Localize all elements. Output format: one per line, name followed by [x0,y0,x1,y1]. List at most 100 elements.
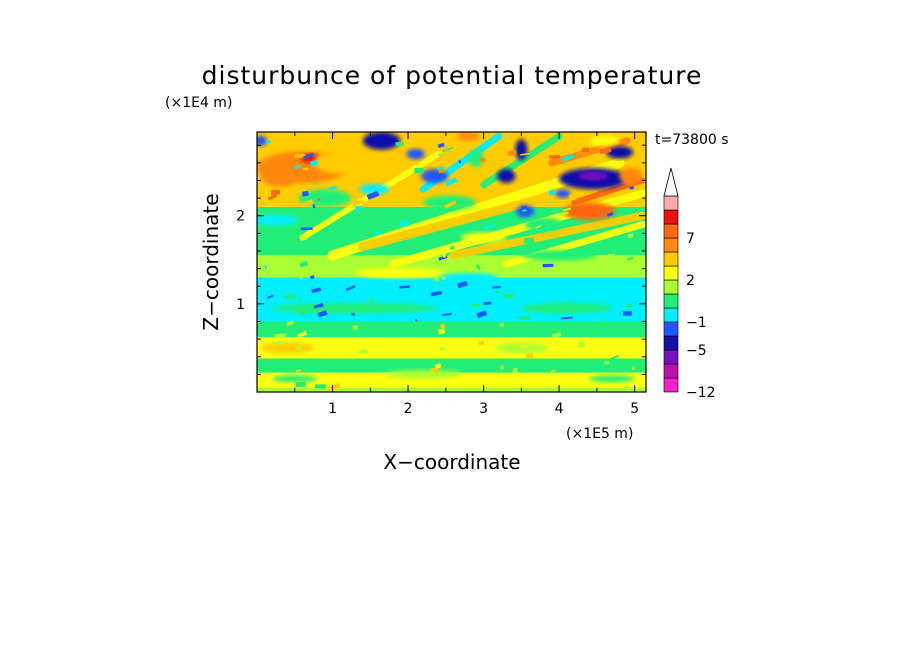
field-speckle-102 [309,307,322,314]
colorbar-swatch-12 [663,209,679,225]
field-speckle-17 [603,320,608,326]
field-cell-6 [562,202,616,221]
field-speckle-40 [312,204,316,209]
field-speckle-117 [441,146,454,153]
field-speckle-124 [444,200,457,209]
field-speckle-13 [546,226,550,230]
field-speckle-132 [542,263,554,268]
field-speckle-93 [608,253,616,256]
field-speckle-62 [307,303,314,308]
field-speckle-44 [368,298,374,305]
field-speckle-105 [399,285,411,289]
field-speckle-127 [302,167,309,171]
field-speckle-90 [392,361,397,364]
field-speckle-123 [274,333,287,338]
field-speckle-20 [451,373,459,377]
field-speckle-122 [353,325,358,330]
field-speckle-54 [264,265,267,270]
field-speckle-1 [294,164,301,170]
field-band-5 [257,277,646,322]
field-speckle-126 [521,205,528,210]
field-speckle-60 [285,320,295,327]
colorbar-label-4: −12 [686,385,716,401]
field-speckle-5 [518,315,531,321]
field-speckle-83 [565,300,571,305]
time-label: t=73800 s [655,132,729,148]
y-unit-label: (×1E4 m) [165,95,232,111]
field-speckle-76 [315,384,326,389]
x-axis-label: X−coordinate [383,450,520,474]
field-speckle-112 [317,310,328,318]
field-speckle-129 [358,349,368,354]
field-speckle-94 [505,219,516,228]
field-band-2 [257,358,646,373]
field-speckle-45 [562,207,572,212]
field-speckle-113 [525,352,534,359]
field-streak-8 [480,132,563,189]
field-speckle-55 [297,307,308,316]
field-speckle-12 [366,190,380,200]
field-speckle-66 [559,211,569,216]
field-speckle-52 [439,347,445,351]
field-speckle-67 [550,369,556,373]
field-speckle-91 [300,237,308,242]
field-band-1 [257,372,646,388]
plot-frame [256,131,647,393]
colorbar: 7 2 −1 −5 −12 [663,167,716,401]
field-speckle-18 [513,168,525,172]
field-cell-35 [272,375,318,383]
field-speckle-118 [632,342,635,348]
field-band-4 [257,321,646,338]
field-cell-30 [272,302,439,314]
field-cell-22 [589,135,620,147]
field-speckle-87 [523,237,535,244]
field-cell-7 [555,189,571,199]
field-speckle-46 [627,233,634,239]
field-speckle-30 [430,367,439,373]
field-speckle-71 [606,211,614,217]
field-speckle-138 [438,153,442,156]
field-speckle-85 [551,331,562,339]
y-tick-label-1: 2 [236,209,245,225]
field-speckle-73 [299,274,303,279]
field-speckle-2 [512,368,518,373]
field-speckle-131 [275,234,280,239]
field-cell-18 [257,214,299,226]
field-speckle-81 [313,302,324,310]
field-speckle-125 [610,354,620,360]
colorbar-swatch-13 [663,195,679,211]
field-speckle-95 [398,219,410,228]
field-speckle-137 [569,194,577,201]
field-speckle-130 [507,149,517,157]
colorbar-swatch-7 [663,279,679,295]
field-speckle-25 [295,369,302,372]
colorbar-swatch-6 [663,293,679,309]
field-speckle-84 [623,384,631,392]
field-speckle-120 [374,231,381,235]
field-speckle-4 [310,275,315,280]
colorbar-swatch-2 [663,349,679,365]
field-speckle-75 [355,205,362,211]
field-streak-3 [449,211,646,260]
field-speckle-56 [327,383,341,392]
field-speckle-61 [298,298,303,302]
field-speckle-97 [300,227,313,231]
field-speckle-96 [414,167,424,174]
chart-title: disturbunce of potential temperature [202,61,703,90]
field-speckle-9 [434,363,442,369]
field-band-6 [257,255,646,278]
field-speckle-82 [630,162,635,168]
field-speckle-92 [581,147,590,153]
field-speckle-104 [414,318,418,322]
field-cell-27 [355,267,446,279]
y-tick-label-0: 1 [236,297,245,313]
field-speckle-23 [267,193,278,201]
field-speckle-24 [535,224,542,229]
field-cell-3 [260,165,299,187]
field-speckle-59 [521,209,527,212]
field-speckle-49 [549,154,561,159]
field-speckle-64 [440,323,446,329]
field-speckle-42 [599,147,612,155]
field-speckle-6 [471,303,482,308]
